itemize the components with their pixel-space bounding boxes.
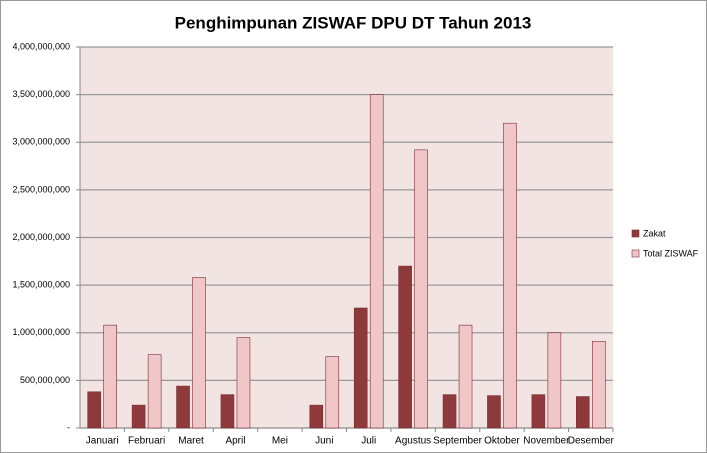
- x-tick-label: Oktober: [484, 436, 520, 447]
- x-tick-label: September: [433, 436, 483, 447]
- y-tick-label: -: [67, 422, 70, 432]
- bar: [547, 332, 562, 429]
- bar: [503, 122, 517, 429]
- x-tick-label: Februari: [128, 436, 165, 447]
- bar: [176, 385, 190, 429]
- x-tick-label: Juni: [315, 436, 333, 447]
- y-tick-label: 2,000,000,000: [12, 232, 70, 242]
- x-tick-label: Januari: [86, 436, 119, 447]
- legend-swatch: [631, 249, 640, 258]
- legend-swatch: [631, 229, 640, 238]
- bar: [220, 394, 235, 429]
- y-tick-label: 1,000,000,000: [12, 327, 70, 337]
- bar: [487, 395, 501, 429]
- bar: [309, 404, 324, 429]
- x-tick-label: November: [523, 436, 570, 447]
- bar: [131, 404, 146, 429]
- x-tick-label: Desember: [568, 436, 615, 447]
- bar: [236, 337, 251, 429]
- bar: [192, 277, 206, 429]
- legend-label: Total ZISWAF: [643, 248, 699, 258]
- y-tick-label: 2,500,000,000: [12, 184, 70, 194]
- bar: [458, 324, 473, 429]
- bar: [87, 391, 102, 429]
- bar: [531, 394, 546, 429]
- bar: [442, 394, 457, 429]
- bar: [103, 324, 118, 429]
- bar: [147, 354, 162, 429]
- x-tick-label: Agustus: [395, 436, 431, 447]
- x-tick-label: Mei: [272, 436, 288, 447]
- bar: [398, 265, 412, 429]
- y-tick-label: 1,500,000,000: [12, 280, 70, 290]
- bar: [353, 307, 368, 429]
- x-tick-label: April: [225, 436, 245, 447]
- bar: [575, 396, 590, 429]
- bar: [369, 94, 384, 429]
- y-tick-label: 4,000,000,000: [12, 41, 70, 51]
- x-tick-label: Juli: [361, 436, 376, 447]
- y-tick-label: 3,000,000,000: [12, 137, 70, 147]
- y-tick-label: 3,500,000,000: [12, 89, 70, 99]
- bar: [325, 356, 340, 429]
- chart-title: Penghimpunan ZISWAF DPU DT Tahun 2013: [175, 13, 532, 32]
- y-tick-label: 500,000,000: [20, 375, 70, 385]
- bar: [591, 341, 606, 429]
- x-tick-label: Maret: [178, 436, 204, 447]
- bar: [414, 149, 428, 429]
- legend-label: Zakat: [643, 228, 666, 238]
